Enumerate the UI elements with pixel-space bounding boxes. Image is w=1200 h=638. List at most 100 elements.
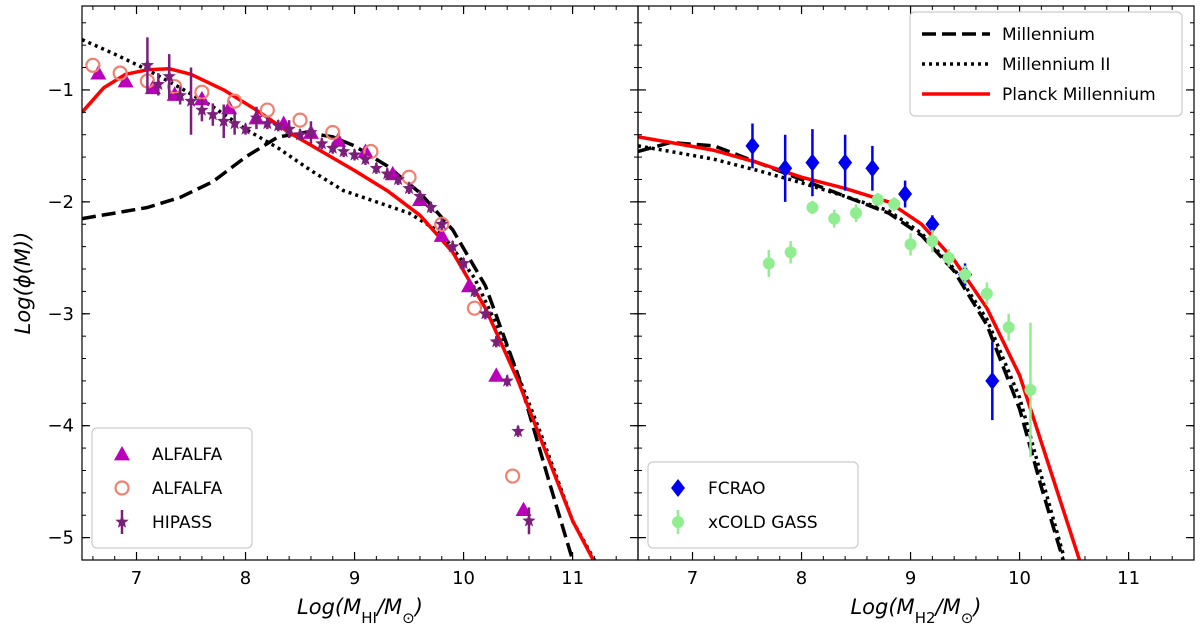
x-axis-title-part: H2: [915, 609, 936, 627]
data-point: [806, 201, 819, 214]
data-point: [391, 172, 405, 186]
x-axis-title-part: /M: [375, 595, 402, 619]
y-tick-label: −4: [47, 416, 74, 437]
data-point: [347, 147, 362, 161]
x-tick-label: 11: [1117, 568, 1140, 589]
x-axis-title-part: ⊙: [961, 609, 974, 627]
data-point: [369, 161, 383, 174]
series-line-millennium-ii: [82, 38, 596, 560]
left-panel: 7 8 9 10 11 −1 −2 −3 −4 −5 Log(MHI/M⊙) Log(ϕ(M)) ALF…: [11, 5, 639, 627]
marker-legend: ALFALFA ALFALFA HIPASS: [91, 427, 253, 549]
series-line-millennium: [638, 140, 1065, 560]
data-point: [260, 116, 274, 130]
data-point: [358, 152, 373, 165]
plot-area: [638, 123, 1082, 560]
x-tick-label: 10: [452, 568, 475, 589]
data-point: [238, 122, 253, 135]
legend-label: ALFALFA: [152, 445, 223, 465]
legend-label: xCOLD GASS: [708, 513, 818, 533]
data-point: [85, 57, 101, 73]
x-tick-label: 7: [131, 568, 142, 589]
data-point: [805, 153, 820, 172]
legend-box: [647, 461, 859, 549]
data-point: [466, 300, 483, 316]
data-point: [959, 268, 972, 281]
x-tick-label: 8: [240, 568, 251, 589]
data-point: [871, 193, 884, 206]
data-point: [745, 136, 760, 155]
data-point: [522, 513, 536, 527]
y-axis-title: Log(ϕ(M)): [11, 232, 35, 335]
data-point: [478, 306, 492, 320]
data-point: [488, 367, 505, 382]
data-point: [1024, 383, 1037, 396]
data-point: [217, 114, 231, 127]
legend-label: FCRAO: [708, 479, 765, 499]
legend-marker: [671, 479, 685, 497]
data-point: [117, 72, 134, 88]
data-point: [194, 84, 210, 100]
data-point: [515, 501, 532, 517]
x-tick-label: 9: [905, 568, 916, 589]
data-point: [259, 102, 275, 118]
x-axis-title-part: HI: [361, 609, 377, 627]
data-point: [221, 99, 238, 115]
data-point: [888, 198, 901, 211]
data-point: [778, 159, 793, 178]
data-point: [865, 159, 880, 178]
data-point: [151, 77, 165, 90]
data-point: [304, 125, 318, 139]
data-point: [942, 251, 955, 264]
y-tick-label: −2: [47, 192, 74, 213]
x-axis-title-part: Log(M: [850, 595, 914, 619]
data-point: [413, 189, 427, 202]
data-point: [162, 69, 176, 83]
data-point: [227, 93, 243, 109]
x-tick-label: 10: [1008, 568, 1031, 589]
data-point: [249, 110, 264, 124]
x-axis-title-part: ): [413, 595, 423, 619]
marker-series-xcold-gass: [762, 192, 1037, 458]
data-point: [433, 227, 450, 242]
legend-label: ALFALFA: [152, 479, 223, 499]
x-axis-title-part: ⊙: [402, 609, 415, 627]
y-tick-label: −5: [47, 528, 74, 549]
legend-label: Millennium II: [1002, 55, 1110, 75]
data-point: [904, 238, 917, 251]
data-point: [195, 103, 209, 116]
data-point: [1002, 321, 1015, 334]
data-point: [282, 122, 296, 135]
x-axis-title-part: ): [971, 595, 981, 619]
plot-area: [82, 37, 596, 560]
data-point: [293, 127, 307, 141]
data-point: [228, 116, 242, 130]
series-line-millennium-ii: [638, 144, 1065, 555]
data-point: [467, 284, 482, 298]
data-point: [271, 118, 285, 132]
data-point: [112, 65, 128, 81]
data-point: [985, 371, 1000, 390]
data-point: [926, 235, 939, 248]
legend-box: [91, 427, 253, 549]
x-tick-label: 8: [796, 568, 807, 589]
x-axis-title-part: Log(M: [297, 595, 361, 619]
overlays: Millennium Millennium II Planck Millennium: [909, 11, 1183, 117]
series-line-millennium: [82, 130, 575, 560]
data-point: [925, 215, 940, 234]
data-point: [402, 181, 416, 195]
data-point: [380, 166, 394, 180]
data-point: [90, 65, 107, 80]
y-tick-label: −3: [47, 304, 74, 325]
x-tick-label: 9: [349, 568, 360, 589]
y-tick-label: −1: [47, 80, 74, 101]
data-point: [325, 124, 341, 141]
data-point: [505, 468, 521, 484]
data-point: [898, 185, 913, 204]
data-point: [292, 112, 308, 128]
data-point: [184, 94, 198, 107]
x-axis-title: Log(MHI/M⊙): [297, 595, 423, 627]
legend-label: HIPASS: [152, 513, 212, 533]
data-point: [500, 373, 514, 387]
x-tick-label: 7: [687, 568, 698, 589]
